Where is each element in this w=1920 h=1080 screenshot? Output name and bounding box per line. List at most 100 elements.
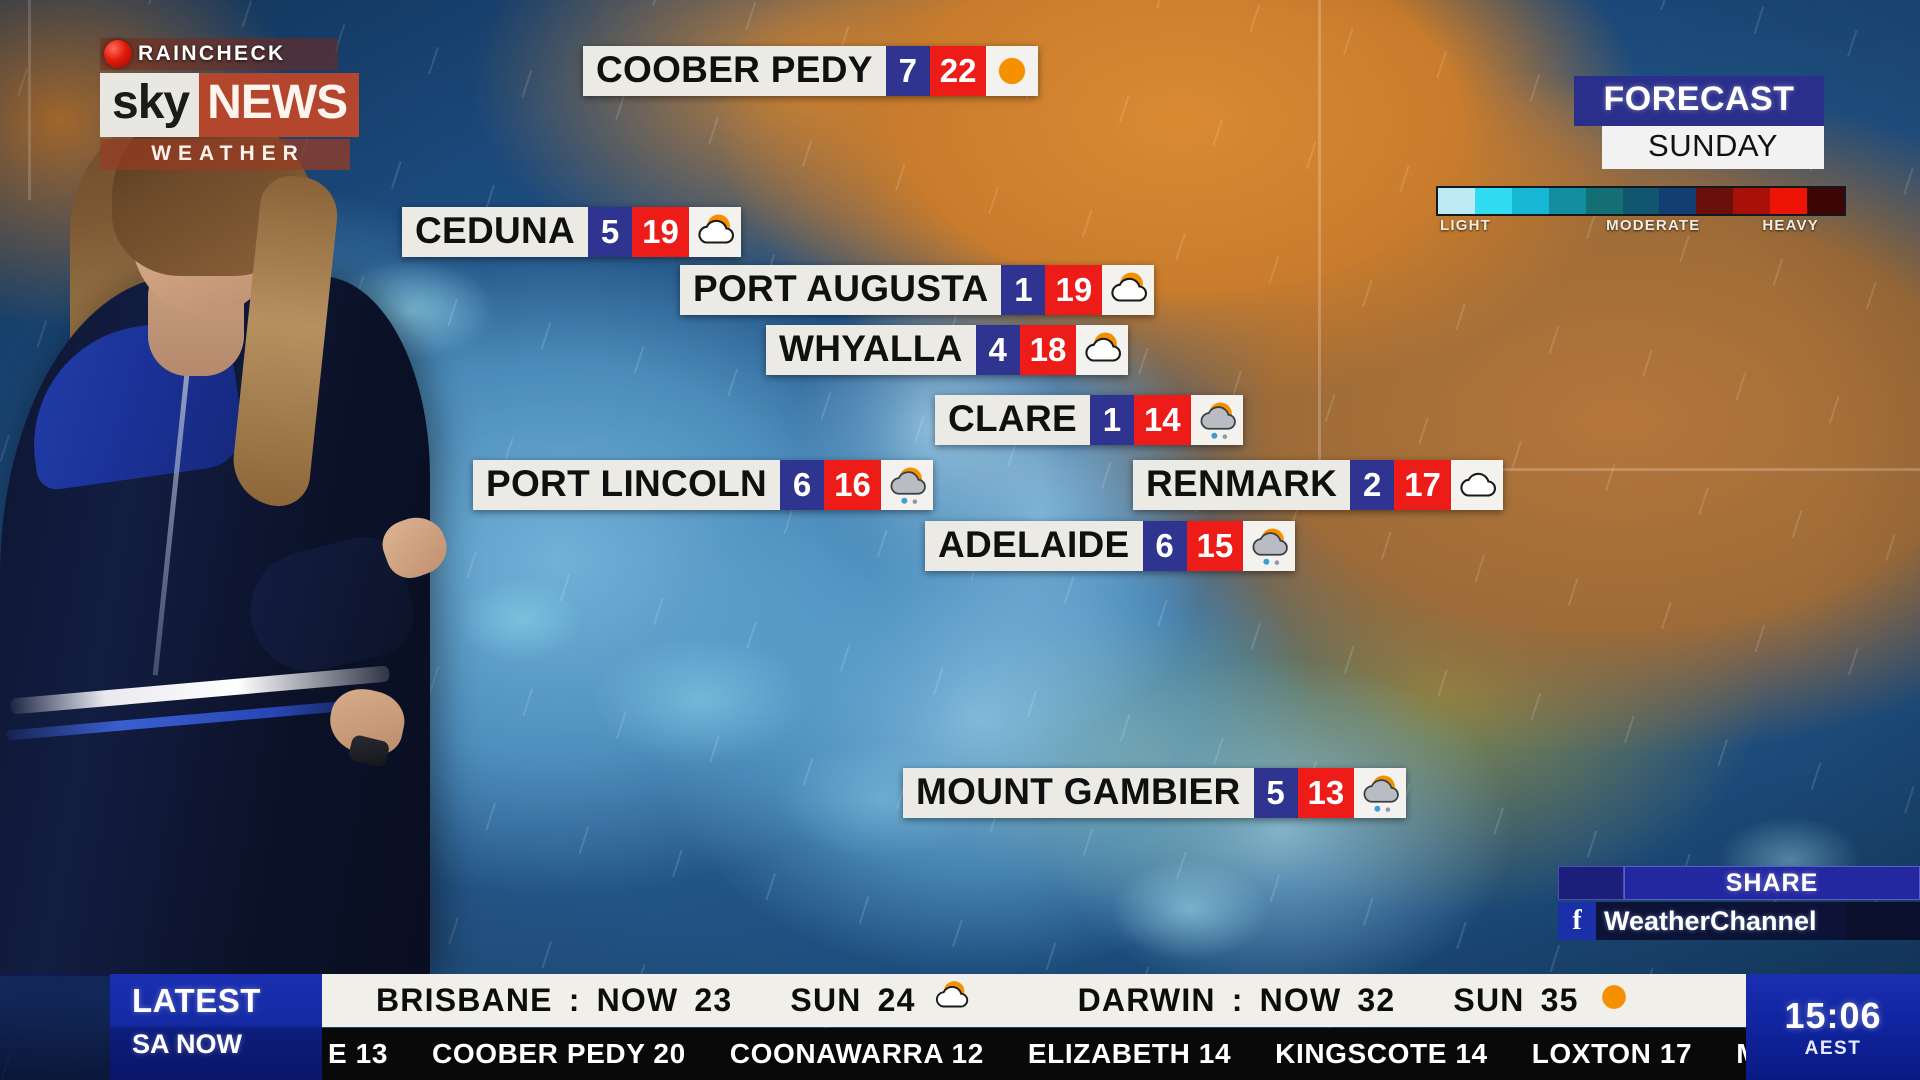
city-tag-whyalla[interactable]: WHYALLA 4 18 [766,325,1129,375]
city-name: PORT AUGUSTA [680,265,1002,315]
sky-news-weather-logo: RAINCHECK sky NEWS WEATHER [100,38,360,170]
ticker-bottom-item: COOBER PEDY 20 [432,1038,686,1069]
ticker-day-label: SUN [790,982,862,1018]
city-name: WHYALLA [766,325,976,375]
ticker-now-temp: 23 [694,982,733,1018]
city-name: CLARE [935,395,1090,445]
share-header-spacer [1558,866,1624,900]
ticker-separator: : [568,982,581,1018]
legend-labels: LIGHT MODERATE HEAVY [1436,217,1846,234]
share-row-tail [1846,902,1920,940]
ticker-bottom-item: KINGSCOTE 14 [1275,1038,1488,1069]
legend-moderate-label: MODERATE [1606,217,1701,234]
clock-timezone: AEST [1804,1037,1862,1059]
share-header: SHARE [1558,866,1920,900]
city-name: MOUNT GAMBIER [903,768,1254,818]
showers-icon [1243,521,1296,571]
state-border-west [28,0,31,200]
news-word: NEWS [199,73,360,137]
legend-swatch-2 [1511,188,1549,214]
ticker-bottom-item: M [1714,1038,1746,1070]
share-social-row[interactable]: f WeatherChannel [1558,902,1920,940]
city-name: COOBER PEDY [583,46,886,96]
ticker-day-temp: 35 [1540,982,1579,1018]
legend-swatch-3 [1548,188,1586,214]
city-name: RENMARK [1133,460,1351,510]
legend-swatch-7 [1696,188,1734,214]
city-tag-mount-gambier[interactable]: MOUNT GAMBIER 5 13 [903,768,1407,818]
sa-now-label: SA NOW [132,1029,242,1059]
partly-cloudy-icon [1076,325,1129,375]
city-min-temp: 5 [588,207,633,257]
forecast-title: FORECAST [1574,76,1824,126]
partly-cloudy-icon [1102,265,1155,315]
bottom-bar-left-edge [0,974,110,1080]
clock-time: 15:06 [1784,994,1882,1036]
bottom-bar: LATEST SA NOW BRISBANE: NOW 23 SUN 24 DARWIN:… [0,974,1920,1080]
city-min-temp: 1 [1089,395,1134,445]
city-tag-ceduna[interactable]: CEDUNA 5 19 [402,207,741,257]
ticker-bottom-item: COONAWARRA 12 [729,1038,984,1069]
city-tag-coober-pedy[interactable]: COOBER PEDY 7 22 [583,46,1039,96]
city-max-temp: 15 [1186,521,1244,571]
ticker-bottom-item: E 13 [328,1038,388,1069]
ticker-bottom-items: E 13 COOBER PEDY 20 COONAWARRA 12 ELIZABETH… [322,1038,1746,1070]
ticker-item-brisbane: BRISBANE: NOW 23 SUN 24 [322,978,1024,1024]
ticker-bottom-item: ELIZABETH 14 [1027,1038,1232,1069]
ticker-now-temp: 32 [1357,982,1396,1018]
city-min-temp: 2 [1350,460,1395,510]
presenter-figure [0,0,470,976]
ticker-day-label: SUN [1453,982,1525,1018]
showers-icon [1354,768,1407,818]
city-max-temp: 14 [1133,395,1191,445]
legend-swatch-1 [1474,188,1512,214]
city-max-temp: 13 [1297,768,1355,818]
legend-swatch-10 [1807,188,1844,214]
legend-swatch-5 [1622,188,1660,214]
city-tag-port-lincoln[interactable]: PORT LINCOLN 6 16 [473,460,933,510]
partly-cloudy-icon [932,978,970,1024]
city-tag-renmark[interactable]: RENMARK 2 17 [1133,460,1503,510]
city-min-temp: 7 [885,46,930,96]
clock-widget: 15:06 AEST [1746,974,1920,1080]
legend-swatch-6 [1659,188,1697,214]
forecast-panel: FORECAST SUNDAY [1574,76,1824,169]
weather-word: WEATHER [100,139,350,170]
city-name: CEDUNA [402,207,589,257]
city-tag-clare[interactable]: CLARE 1 14 [935,395,1243,445]
city-min-temp: 5 [1253,768,1298,818]
legend-swatch-4 [1585,188,1623,214]
legend-swatch-0 [1438,188,1475,214]
sky-word: sky [100,73,200,137]
sky-news-wordmark: sky NEWS [100,73,360,137]
ticker-separator: : [1231,982,1244,1018]
red-dot-icon [104,40,132,68]
ticker-bottom-item: LOXTON 17 [1531,1038,1693,1069]
city-max-temp: 18 [1019,325,1077,375]
legend-swatch-9 [1770,188,1808,214]
state-border-north [1318,0,1321,470]
showers-icon [1190,395,1243,445]
city-max-temp: 19 [1045,265,1103,315]
city-max-temp: 17 [1394,460,1451,510]
legend-color-bar [1436,186,1846,216]
city-name: ADELAIDE [925,521,1143,571]
ticker-top-row: BRISBANE: NOW 23 SUN 24 DARWIN: NOW 32 SUN 35 [322,974,1746,1027]
state-border-east [1318,468,1920,471]
city-tag-adelaide[interactable]: ADELAIDE 6 15 [925,521,1296,571]
city-min-temp: 6 [780,460,825,510]
facebook-icon[interactable]: f [1558,902,1596,940]
ticker-city: BRISBANE [376,982,553,1018]
city-tag-port-augusta[interactable]: PORT AUGUSTA 1 19 [680,265,1155,315]
legend-swatch-8 [1733,188,1771,214]
city-max-temp: 16 [824,460,881,510]
city-max-temp: 19 [632,207,689,257]
raincheck-label: RAINCHECK [138,42,286,65]
forecast-day: SUNDAY [1602,126,1824,169]
partly-cloudy-icon [688,207,741,257]
sunny-icon [1595,978,1633,1024]
city-max-temp: 22 [929,46,987,96]
latest-label: LATEST [132,982,261,1019]
rain-intensity-legend: LIGHT MODERATE HEAVY [1436,186,1846,234]
